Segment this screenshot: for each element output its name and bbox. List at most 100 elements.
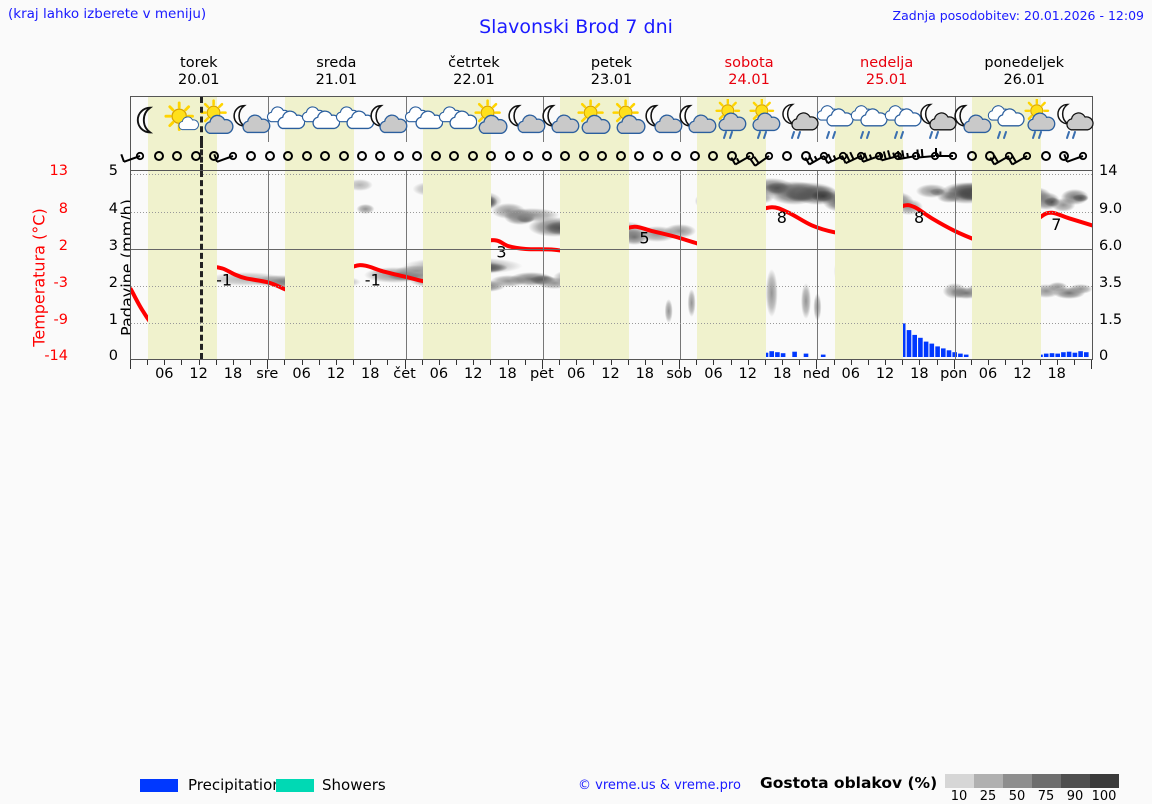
showers-legend-label: Showers [322, 776, 386, 794]
daylight-band [560, 171, 629, 359]
wind-barb [841, 142, 881, 170]
precipitation-bar [946, 350, 952, 357]
precipitation-bar [935, 346, 940, 357]
wind-barb-calm [952, 142, 992, 170]
x-tick [713, 360, 715, 365]
x-axis-label: 12 [875, 366, 895, 382]
wind-barb-calm [675, 142, 715, 170]
x-axis-label: 12 [1013, 366, 1032, 382]
wind-barb-calm [471, 142, 511, 170]
x-axis-label: 12 [326, 366, 346, 382]
temperature-tick-3: -3 [53, 275, 68, 291]
weather-icon-row [128, 96, 1095, 142]
x-tick [850, 360, 852, 365]
x-tick [404, 360, 406, 369]
daylight-band [285, 142, 355, 170]
density-swatch-25 [974, 774, 1003, 788]
x-tick [473, 360, 475, 365]
wind-barb-calm [397, 142, 437, 170]
weather-icon-sun [162, 99, 202, 141]
wind-barb-calm [564, 142, 604, 170]
location-menu-hint[interactable]: (kraj lahko izberete v meniju) [8, 6, 207, 22]
x-tick [902, 360, 904, 365]
density-swatch-10 [945, 774, 974, 788]
temperature-value-label: -1 [216, 271, 232, 290]
showers-swatch [276, 779, 314, 792]
x-tick [370, 360, 372, 365]
day-name: sobota [724, 55, 774, 71]
weather-icon-moon [128, 99, 168, 141]
weather-icon-sun-cloud [197, 99, 237, 141]
wind-barb-calm [527, 142, 567, 170]
daylight-band [148, 142, 217, 170]
copyright-links[interactable]: © vreme.us & vreme.pro [578, 778, 741, 793]
current-time-marker [199, 97, 203, 142]
day-date: 22.01 [453, 72, 495, 88]
density-swatch-50 [1003, 774, 1032, 788]
wind-barb-calm [767, 142, 807, 170]
cloud-blob [1072, 194, 1089, 202]
day-name: sreda [316, 55, 357, 71]
wind-barb-calm [250, 142, 290, 170]
wind-barb-calm [545, 142, 585, 170]
x-axis-label: 06 [566, 366, 586, 382]
day-name: nedelja [860, 55, 914, 71]
density-tick-label: 75 [1037, 789, 1055, 804]
day-separator [680, 171, 682, 359]
x-tick [147, 360, 149, 365]
wind-barb [730, 142, 770, 170]
day-name: petek [590, 55, 633, 71]
wind-barb-calm [582, 142, 622, 170]
x-tick [284, 360, 286, 365]
precipitation-bar [769, 351, 774, 357]
x-tick [198, 360, 200, 365]
x-tick [215, 360, 217, 365]
precipitation-bar [918, 337, 923, 357]
current-time-marker [199, 171, 203, 359]
x-tick [387, 360, 389, 365]
x-tick [250, 360, 252, 365]
wind-barb-calm [157, 142, 197, 170]
x-axis-label: 18 [1047, 366, 1066, 382]
x-tick [335, 360, 337, 365]
day-header-ponedeljek: ponedeljek 26.01 [954, 55, 1094, 89]
wind-barb-calm [619, 142, 659, 170]
x-axis-label: 06 [155, 366, 174, 382]
wind-barb-calm [305, 142, 345, 170]
day-name: četrtek [448, 55, 500, 71]
wind-barb-calm [490, 142, 530, 170]
precipitation-bar [792, 351, 797, 357]
x-tick [885, 360, 887, 365]
weather-icon-sun-cloud [609, 99, 649, 141]
x-axis-label: 06 [978, 366, 998, 382]
wind-barb [212, 142, 253, 170]
x-tick [644, 360, 646, 365]
wind-barb [822, 142, 863, 170]
wind-barb-calm [656, 142, 696, 170]
x-axis-label: 18 [772, 366, 792, 382]
temperature-tick-2: 2 [58, 238, 68, 254]
precipitation-bar [780, 353, 786, 357]
day-header-nedelja: nedelja 25.01 [817, 55, 957, 89]
wind-barb-row [120, 142, 1093, 170]
x-tick [456, 360, 458, 365]
temperature-value-label: 8 [777, 208, 787, 227]
wind-barb-calm [712, 142, 752, 170]
x-axis-label: pet [529, 366, 554, 382]
gridline-horizontal [131, 286, 1092, 287]
cloud-height-tick-0: 14 [1099, 163, 1118, 179]
x-tick [1039, 360, 1041, 365]
x-axis-label: 06 [429, 366, 449, 382]
page-title: Slavonski Brod 7 dni [479, 16, 673, 38]
daylight-band [971, 171, 1041, 359]
precipitation-bar [763, 352, 769, 357]
wind-barb-calm [287, 142, 327, 170]
precipitation-bar [775, 352, 780, 357]
wind-barb [915, 142, 955, 170]
x-axis-label: sob [666, 366, 692, 382]
day-header-četrtek: četrtek 22.01 [404, 55, 544, 89]
x-axis-label: 12 [463, 366, 483, 382]
weather-icon-sun-cloud-rain [746, 99, 786, 141]
weather-icon-moon-cloud-rain [1055, 99, 1095, 141]
day-date: 21.01 [315, 72, 358, 88]
